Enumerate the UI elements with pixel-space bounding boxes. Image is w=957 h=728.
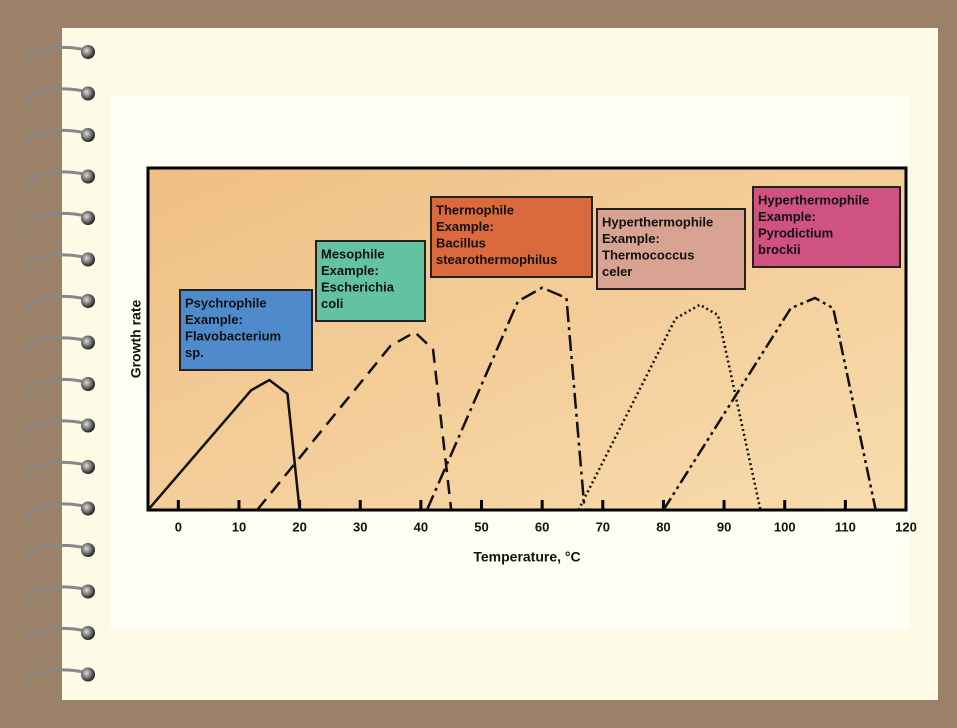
growth-curve (147, 378, 301, 511)
label-box (179, 289, 313, 371)
ring-hole (81, 626, 95, 640)
ring-wire (26, 253, 87, 271)
spiral-binding (26, 45, 95, 686)
series-example: coli (321, 296, 343, 311)
series-example: Escherichia (321, 279, 395, 294)
series-example: Example: (321, 263, 379, 278)
ring-wire (26, 377, 87, 396)
ring-hole (81, 86, 95, 101)
series-example: Example: (185, 312, 243, 327)
series-example: Example: (758, 209, 816, 224)
series-example: sp. (185, 345, 204, 360)
ring-hole (81, 294, 95, 308)
series-name: Psychrophile (185, 295, 267, 310)
series-example: Example: (436, 219, 494, 234)
ring-wire (26, 502, 87, 520)
ring-wire (26, 460, 87, 479)
ring-hole (81, 667, 95, 682)
ring-wire (26, 211, 87, 230)
growth-curve (662, 296, 877, 511)
ring-hole (81, 45, 95, 59)
x-tick-label: 60 (535, 519, 549, 534)
x-tick-label: 20 (292, 519, 306, 534)
series-example: Example: (602, 231, 660, 246)
label-box (315, 240, 426, 322)
ring-wire (26, 294, 87, 313)
ring-wire (26, 585, 87, 603)
series-example: celer (602, 264, 632, 279)
growth-curve (256, 330, 453, 511)
ring-hole (81, 584, 95, 599)
x-tick-label: 40 (414, 519, 428, 534)
x-axis-label: Temperature, °C (473, 549, 580, 565)
x-tick-label: 10 (232, 519, 246, 534)
ring-hole (81, 377, 95, 391)
ring-hole (81, 418, 95, 433)
x-tick-label: 100 (774, 519, 796, 534)
ring-hole (81, 211, 95, 225)
series-name: Hyperthermophile (602, 214, 713, 229)
series-name: Hyperthermophile (758, 192, 869, 207)
ring-wire (26, 419, 87, 437)
series-example: Pyrodictium (758, 225, 833, 240)
x-tick-label: 120 (895, 519, 917, 534)
label-box (596, 208, 746, 290)
ring-wire (26, 626, 87, 645)
ring-wire (26, 45, 87, 64)
x-tick-label: 90 (717, 519, 731, 534)
ring-wire (26, 170, 87, 188)
series-name: Thermophile (436, 202, 514, 217)
ring-hole (81, 460, 95, 474)
ring-wire (26, 336, 87, 354)
ring-hole (81, 169, 95, 184)
series-example: Thermococcus (602, 247, 694, 262)
label-box (430, 196, 593, 278)
x-tick-label: 0 (175, 519, 182, 534)
series-example: Flavobacterium (185, 328, 281, 343)
x-tick-label: 50 (474, 519, 488, 534)
y-axis-label: Growth rate (128, 300, 144, 379)
ring-hole (81, 335, 95, 350)
ring-wire (26, 128, 87, 147)
ring-wire (26, 668, 87, 686)
x-tick-label: 70 (596, 519, 610, 534)
ring-wire (26, 543, 87, 562)
series-example: stearothermophilus (436, 252, 557, 267)
ring-hole (81, 543, 95, 557)
ring-hole (81, 501, 95, 516)
ring-hole (81, 128, 95, 142)
series-example: Bacillus (436, 235, 486, 250)
ring-wire (26, 87, 87, 105)
x-tick-label: 30 (353, 519, 367, 534)
x-tick-label: 80 (656, 519, 670, 534)
label-box (752, 186, 901, 268)
x-tick-label: 110 (835, 519, 856, 534)
growth-curve (425, 286, 586, 511)
series-example: brockii (758, 242, 801, 257)
series-name: Mesophile (321, 246, 385, 261)
ring-hole (81, 252, 95, 267)
